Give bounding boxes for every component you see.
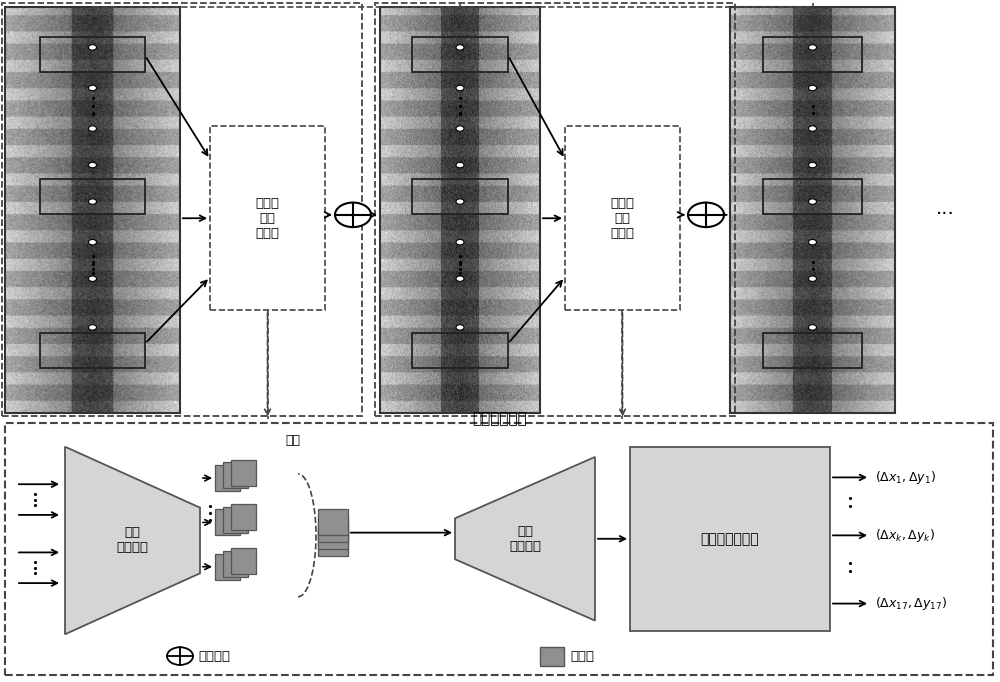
Text: 中心点
定位
子网络: 中心点 定位 子网络 [256,196,280,240]
Text: 坐标相加: 坐标相加 [198,649,230,663]
FancyBboxPatch shape [223,462,248,488]
FancyBboxPatch shape [231,504,256,530]
Circle shape [456,85,464,91]
FancyBboxPatch shape [215,465,240,491]
Circle shape [456,325,464,330]
Text: 中心点
定位
子网络: 中心点 定位 子网络 [610,196,634,240]
FancyBboxPatch shape [318,530,348,556]
FancyBboxPatch shape [318,509,348,535]
Text: 坐标偏移回归: 坐标偏移回归 [473,411,527,426]
Circle shape [456,239,464,245]
Circle shape [88,199,96,205]
FancyBboxPatch shape [5,423,993,675]
Text: 第一
全连接层: 第一 全连接层 [509,524,541,553]
Circle shape [808,45,816,50]
Circle shape [456,199,464,205]
Text: 特征图: 特征图 [570,649,594,663]
Circle shape [88,126,96,131]
Polygon shape [65,447,200,634]
FancyBboxPatch shape [210,126,325,310]
Circle shape [456,45,464,50]
Circle shape [688,203,724,227]
FancyBboxPatch shape [565,126,680,310]
Circle shape [88,239,96,245]
FancyBboxPatch shape [231,460,256,486]
Circle shape [456,276,464,282]
FancyBboxPatch shape [318,523,348,549]
Text: $(\Delta x_k, \Delta y_k)$: $(\Delta x_k, \Delta y_k)$ [875,527,935,544]
Text: ···: ··· [936,205,954,224]
FancyBboxPatch shape [215,509,240,535]
FancyBboxPatch shape [223,507,248,533]
Circle shape [456,126,464,131]
Polygon shape [455,457,595,621]
Text: 拼接: 拼接 [286,434,300,447]
FancyBboxPatch shape [231,548,256,574]
FancyBboxPatch shape [215,554,240,580]
FancyBboxPatch shape [223,551,248,577]
Circle shape [808,239,816,245]
Circle shape [167,647,193,665]
Text: 第一逆变换单元: 第一逆变换单元 [701,532,759,546]
Text: 第一
主干网络: 第一 主干网络 [116,527,148,554]
Circle shape [808,276,816,282]
Circle shape [808,325,816,330]
Circle shape [88,162,96,168]
FancyBboxPatch shape [318,516,348,542]
Circle shape [88,85,96,91]
Circle shape [88,325,96,330]
Circle shape [88,45,96,50]
Circle shape [808,162,816,168]
Text: $(\Delta x_{17}, \Delta y_{17})$: $(\Delta x_{17}, \Delta y_{17})$ [875,595,947,612]
Circle shape [808,85,816,91]
Circle shape [808,199,816,205]
Circle shape [88,276,96,282]
FancyBboxPatch shape [630,447,830,631]
Circle shape [808,126,816,131]
Circle shape [335,203,371,227]
Circle shape [456,162,464,168]
FancyBboxPatch shape [540,647,564,666]
Text: $(\Delta x_1, \Delta y_1)$: $(\Delta x_1, \Delta y_1)$ [875,469,936,486]
